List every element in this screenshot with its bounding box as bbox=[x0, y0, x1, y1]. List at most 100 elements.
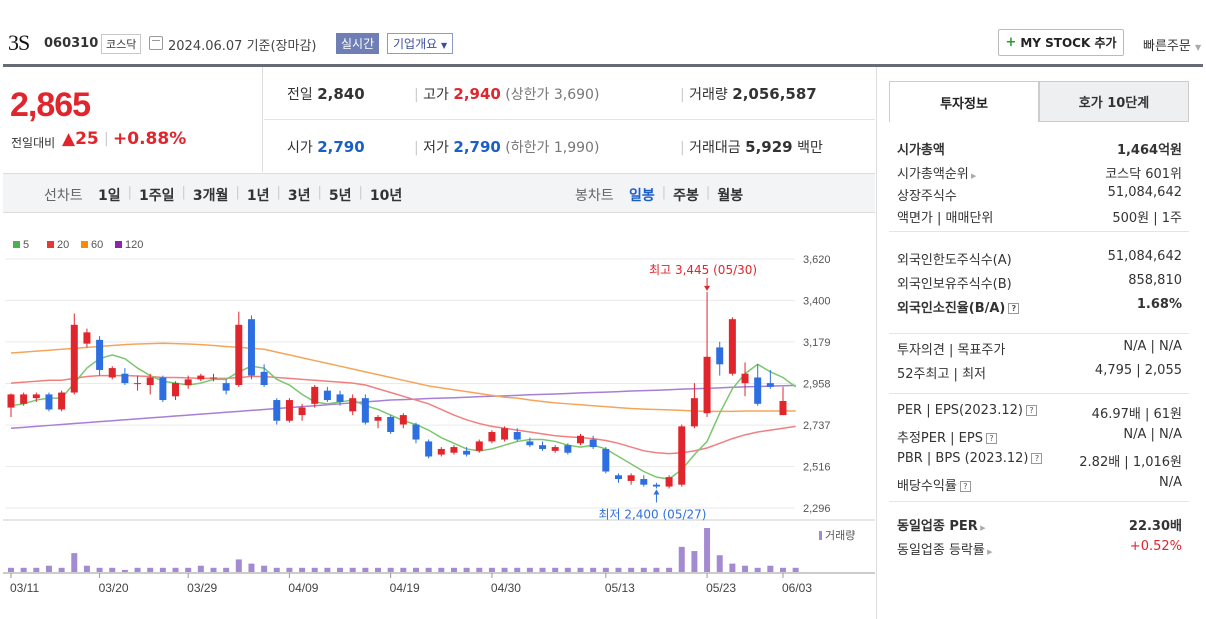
info-panel: 투자정보 호가 10단계 시가총액 1,464억원 시가총액순위 ▶ 코스닥 601위… bbox=[889, 81, 1189, 571]
candle-body[interactable] bbox=[311, 386, 319, 404]
help-icon[interactable]: ? bbox=[1025, 405, 1037, 416]
candle-body[interactable] bbox=[336, 394, 344, 402]
candle-body[interactable] bbox=[298, 407, 306, 416]
candle-body[interactable] bbox=[45, 394, 53, 410]
period-tab-candle_items-2[interactable]: 월봉 bbox=[717, 188, 744, 204]
help-icon[interactable]: ? bbox=[1008, 303, 1020, 314]
candle-body[interactable] bbox=[488, 432, 496, 442]
candle-body[interactable] bbox=[652, 484, 660, 487]
candle-body[interactable] bbox=[741, 373, 749, 384]
volume-bar bbox=[577, 567, 584, 572]
candle-body[interactable] bbox=[412, 424, 420, 440]
diff-value: ▲25 bbox=[62, 129, 99, 149]
candle-body[interactable] bbox=[70, 324, 78, 393]
candle-body[interactable] bbox=[475, 441, 483, 451]
candle-body[interactable] bbox=[273, 400, 281, 421]
candle-body[interactable] bbox=[728, 319, 736, 374]
candle-body[interactable] bbox=[209, 377, 217, 379]
period-tab-line_items-5[interactable]: 5년 bbox=[328, 188, 352, 204]
info-row: 52주최고 | 최저 4,795 | 2,055 bbox=[889, 363, 1189, 385]
candle-body[interactable] bbox=[640, 479, 648, 485]
candle-body[interactable] bbox=[614, 475, 622, 480]
candle-body[interactable] bbox=[766, 383, 774, 387]
price-chart[interactable]: 3,620 3,400 3,179 2,958 2,737 2,516 2,296 5 20 60… bbox=[3, 214, 875, 619]
mystock-add-button[interactable]: + MY STOCK 추가 bbox=[998, 29, 1124, 56]
candle-body[interactable] bbox=[323, 390, 331, 401]
period-tab-line_items-0[interactable]: 1일 bbox=[98, 188, 121, 204]
candle-body[interactable] bbox=[678, 426, 686, 485]
period-tab-candle_items-1[interactable]: 주봉 bbox=[673, 188, 699, 204]
candle-body[interactable] bbox=[108, 368, 116, 378]
candle-body[interactable] bbox=[374, 416, 382, 421]
candle-body[interactable] bbox=[501, 428, 509, 440]
realtime-button[interactable]: 실시간 bbox=[336, 33, 380, 54]
candle-body[interactable] bbox=[589, 439, 597, 448]
candle-body[interactable] bbox=[260, 371, 268, 386]
candle-body[interactable] bbox=[690, 398, 698, 427]
chevron-right-icon[interactable]: ▶ bbox=[977, 524, 986, 532]
candle-body[interactable] bbox=[703, 356, 711, 414]
period-tab-line_items-1[interactable]: 1주일 bbox=[139, 188, 175, 204]
candle-body[interactable] bbox=[399, 415, 407, 425]
candle-body[interactable] bbox=[134, 383, 142, 385]
period-tab-line_items-3[interactable]: 1년 bbox=[246, 188, 270, 204]
period-tab-line_items-2[interactable]: 3개월 bbox=[192, 188, 229, 204]
candle-body[interactable] bbox=[437, 448, 445, 455]
upper-limit-label: (상한가 bbox=[505, 87, 550, 103]
candle-body[interactable] bbox=[96, 339, 104, 370]
candle-body[interactable] bbox=[387, 416, 395, 433]
candle-body[interactable] bbox=[159, 377, 167, 401]
candle-body[interactable] bbox=[779, 400, 787, 416]
candle-body[interactable] bbox=[146, 377, 154, 386]
candle-body[interactable] bbox=[716, 347, 724, 365]
candle-body[interactable] bbox=[235, 324, 243, 386]
candle-body[interactable] bbox=[450, 447, 458, 453]
candle-body[interactable] bbox=[665, 477, 673, 487]
candle-body[interactable] bbox=[564, 445, 572, 453]
help-icon[interactable]: ? bbox=[985, 433, 997, 444]
candle-body[interactable] bbox=[463, 450, 471, 455]
tab-orderbook[interactable]: 호가 10단계 bbox=[1039, 81, 1189, 122]
volume-bar bbox=[273, 567, 280, 572]
candle-body[interactable] bbox=[285, 400, 293, 421]
chevron-right-icon[interactable]: ▶ bbox=[968, 172, 977, 180]
quick-order-menu[interactable]: 빠른주문 ▼ bbox=[1143, 35, 1201, 54]
candle-body[interactable] bbox=[627, 475, 635, 481]
candle-body[interactable] bbox=[58, 392, 66, 410]
stats-divider bbox=[264, 119, 875, 120]
candle-body[interactable] bbox=[361, 398, 369, 423]
period-tab-candle_items-0[interactable]: 일봉 bbox=[629, 188, 655, 204]
candle-body[interactable] bbox=[425, 441, 433, 457]
candle-body[interactable] bbox=[349, 398, 357, 412]
period-tab-line_items-4[interactable]: 3년 bbox=[287, 188, 311, 204]
help-icon[interactable]: ? bbox=[959, 481, 971, 492]
high-arrow-head bbox=[704, 285, 711, 291]
candle-body[interactable] bbox=[577, 435, 585, 444]
candle-body[interactable] bbox=[551, 447, 559, 451]
volume-bar bbox=[501, 567, 508, 572]
candle-body[interactable] bbox=[247, 319, 255, 376]
candle-body[interactable] bbox=[83, 332, 91, 344]
info-key: 외국인한도주식수(A) bbox=[897, 253, 1012, 268]
candle-body[interactable] bbox=[172, 383, 180, 397]
candle-body[interactable] bbox=[513, 432, 521, 440]
volume-bar bbox=[197, 565, 204, 572]
info-value: 858,810 bbox=[1128, 273, 1182, 288]
candle-body[interactable] bbox=[32, 394, 40, 399]
candle-body[interactable] bbox=[184, 379, 192, 386]
candle-body[interactable] bbox=[602, 448, 610, 472]
candle-body[interactable] bbox=[526, 441, 534, 446]
candle-body[interactable] bbox=[197, 375, 205, 380]
candle-body[interactable] bbox=[121, 373, 129, 384]
candle-body[interactable] bbox=[539, 445, 547, 449]
period-tab-line_items-6[interactable]: 10년 bbox=[369, 188, 403, 204]
tab-investment-info[interactable]: 투자정보 bbox=[889, 81, 1039, 122]
candle-body[interactable] bbox=[754, 377, 762, 404]
separator: | bbox=[104, 131, 109, 147]
candle-body[interactable] bbox=[222, 383, 230, 391]
help-icon[interactable]: ? bbox=[1031, 453, 1043, 464]
company-overview-dropdown[interactable]: 기업개요 ▼ bbox=[387, 33, 454, 54]
candle-body[interactable] bbox=[20, 394, 28, 404]
candle-body[interactable] bbox=[7, 394, 15, 408]
chevron-right-icon[interactable]: ▶ bbox=[984, 548, 993, 556]
